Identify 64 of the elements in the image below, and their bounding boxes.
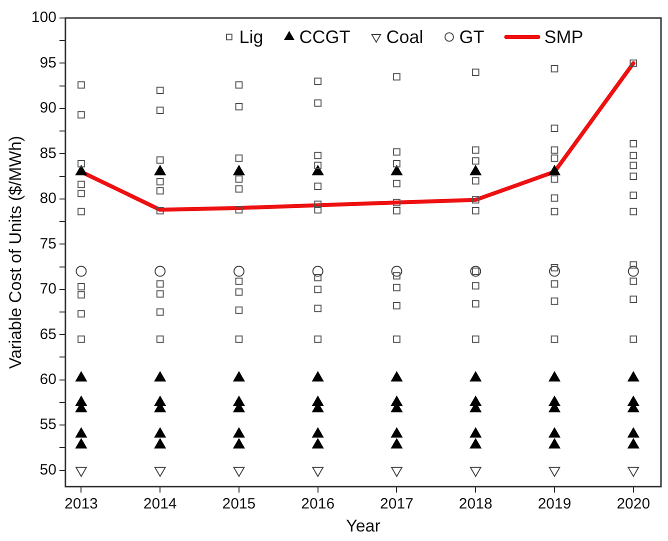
point (391, 165, 402, 176)
point (391, 372, 402, 382)
y-tick-label: 75 (40, 235, 56, 252)
point (154, 165, 166, 176)
legend-label: SMP (544, 26, 584, 47)
x-tick-label: 2013 (64, 496, 98, 513)
point (470, 372, 482, 382)
point (154, 428, 166, 438)
point (391, 428, 402, 438)
point (548, 428, 560, 438)
y-tick-label: 95 (40, 54, 56, 72)
y-tick-label: 50 (40, 461, 56, 478)
y-tick-label: 85 (40, 144, 56, 162)
legend-label: Lig (239, 26, 264, 47)
point (391, 266, 402, 277)
point (154, 438, 166, 448)
x-axis-title: Year (346, 516, 381, 536)
point (76, 266, 87, 277)
point (76, 438, 87, 448)
point (628, 266, 639, 277)
point (233, 266, 244, 277)
point (76, 165, 87, 176)
point (233, 165, 245, 176)
point (548, 372, 560, 382)
point (76, 428, 87, 438)
point (76, 372, 87, 382)
point (233, 372, 245, 382)
y-tick-label: 80 (40, 190, 56, 208)
legend-label: CCGT (299, 26, 350, 47)
point (233, 438, 245, 448)
x-tick-label: 2020 (616, 496, 650, 513)
y-axis-title: Variable Cost of Units ($/MWh) (6, 136, 25, 369)
point (548, 438, 560, 448)
legend-label: GT (459, 26, 484, 47)
point (154, 266, 166, 277)
point (628, 438, 640, 448)
y-tick-label: 100 (31, 9, 56, 26)
y-tick-label: 55 (40, 416, 56, 434)
x-tick-label: 2015 (222, 496, 256, 513)
point (470, 438, 482, 448)
point (154, 372, 166, 382)
x-tick-label: 2017 (380, 496, 414, 513)
x-tick-label: 2019 (538, 496, 572, 513)
x-tick-label: 2016 (301, 496, 335, 513)
y-tick-label: 90 (40, 100, 56, 117)
y-tick-label: 70 (40, 280, 56, 298)
point (312, 372, 324, 382)
x-tick-label: 2014 (143, 496, 177, 513)
point (470, 165, 482, 176)
point (312, 438, 324, 448)
x-tick-label: 2018 (458, 496, 492, 513)
point (233, 428, 245, 438)
point (312, 428, 324, 438)
point (470, 428, 482, 438)
point (549, 266, 560, 277)
point (628, 428, 640, 438)
point (628, 372, 640, 382)
point (391, 438, 402, 448)
point (312, 266, 324, 277)
point (312, 165, 324, 176)
point (548, 165, 560, 176)
y-tick-label: 60 (40, 370, 56, 388)
legend-label: Coal (386, 26, 424, 47)
y-tick-label: 65 (40, 326, 56, 343)
